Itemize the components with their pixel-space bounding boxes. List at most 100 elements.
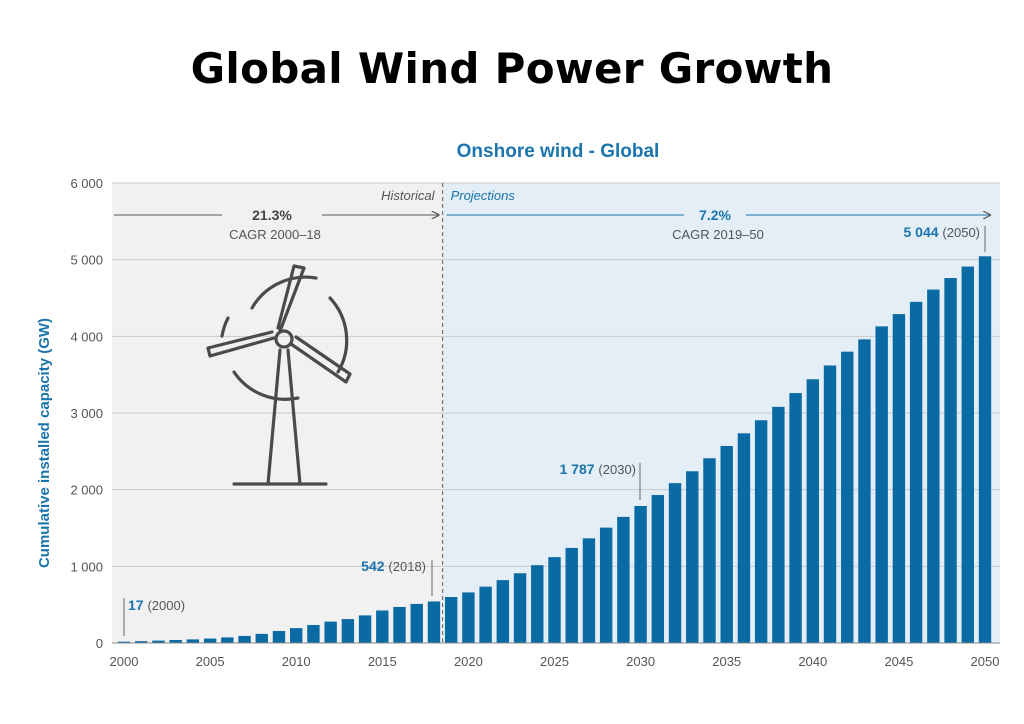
bar [410,603,423,643]
y-tick-label: 1 000 [70,559,103,574]
cagr-projection-label: CAGR 2019–50 [672,227,764,242]
bar [703,458,716,643]
bar [135,641,148,643]
bar [927,289,940,643]
bar [875,326,888,643]
bar [117,641,131,643]
x-tick-label: 2010 [282,654,311,669]
annotation-year: (2050) [942,225,980,240]
bar [531,565,544,643]
x-tick-label: 2030 [626,654,655,669]
x-tick-label: 2020 [454,654,483,669]
y-tick-label: 4 000 [70,329,103,344]
bar [823,365,837,643]
bar [221,637,234,643]
bar [255,633,268,643]
bar [978,256,992,643]
y-tick-label: 0 [96,636,103,651]
y-tick-label: 3 000 [70,406,103,421]
bar [841,351,854,643]
y-tick-label: 2 000 [70,483,103,498]
cagr-historical-label: CAGR 2000–18 [229,227,321,242]
annotation-label: 542 (2018) [361,558,426,574]
bar [686,471,699,643]
x-tick-label: 2040 [798,654,827,669]
x-tick-label: 2045 [884,654,913,669]
annotation-value: 17 [128,597,144,613]
bar [376,610,389,643]
chart-title: Onshore wind - Global [457,141,660,162]
bar [290,628,303,643]
annotation-value: 542 [361,558,385,574]
bar [789,393,802,643]
projections-label: Projections [451,188,516,203]
turbine-blade [289,335,352,384]
turbine-arc [220,316,230,338]
bar [462,592,475,643]
y-tick-label: 6 000 [70,176,103,191]
wind-turbine-icon [206,264,352,486]
y-axis-label: Cumulative installed capacity (GW) [36,318,53,568]
turbine-arc [232,370,300,401]
bar [307,624,320,643]
annotation-label: 5 044 (2050) [903,224,980,240]
bar [393,606,406,643]
turbine-arc [328,296,349,374]
bar [565,547,578,643]
bar [944,278,957,643]
bar [548,557,561,643]
bar [737,433,751,643]
bar [238,635,251,643]
bar [720,445,733,643]
bar [617,516,630,643]
turbine-hub [274,329,294,349]
bar [772,406,785,643]
turbine-tower [266,348,302,486]
bar [496,580,510,643]
annotation-year: (2018) [388,559,426,574]
page-title: Global Wind Power Growth [190,44,834,93]
bar [479,586,492,643]
cagr-historical-value: 21.3% [252,207,292,223]
annotation-year: (2000) [147,598,185,613]
bar [634,505,647,643]
bar [203,638,217,643]
x-tick-label: 2035 [712,654,741,669]
x-tick-label: 2000 [110,654,139,669]
annotation-label: 1 787 (2030) [559,461,636,477]
annotation-value: 5 044 [903,224,938,240]
bar [444,597,458,643]
bar [858,339,871,643]
bar [358,615,372,643]
bar [892,314,906,643]
bar [169,640,182,643]
bar [754,420,768,643]
x-tick-label: 2050 [971,654,1000,669]
bar [582,538,596,643]
bar [806,379,819,643]
y-tick-label: 5 000 [70,253,103,268]
annotation-label: 17 (2000) [128,597,185,613]
bar [668,483,682,643]
x-tick-label: 2005 [196,654,225,669]
annotation-value: 1 787 [559,461,594,477]
bar [513,573,527,643]
turbine-blade [276,264,306,333]
annotation-year: (2030) [598,462,636,477]
historical-label: Historical [381,188,436,203]
turbine-arc [250,275,318,310]
cagr-projection-value: 7.2% [699,207,731,223]
bar [341,619,355,643]
x-tick-label: 2025 [540,654,569,669]
bar [152,640,165,643]
bar [909,301,923,643]
turbine-blade [206,330,276,358]
bar [324,621,337,643]
bar [427,601,441,643]
bar [599,527,613,643]
bar [272,631,286,643]
bar [651,495,665,643]
x-tick-label: 2015 [368,654,397,669]
bar [961,266,974,643]
